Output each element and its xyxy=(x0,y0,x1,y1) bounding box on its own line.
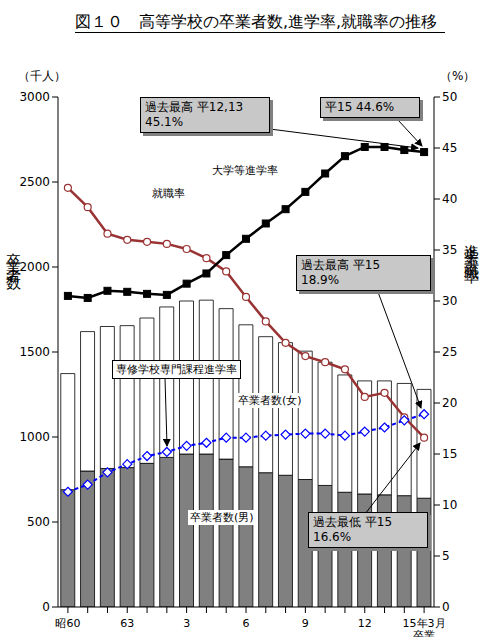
svg-text:500: 500 xyxy=(27,515,50,529)
svg-text:45: 45 xyxy=(442,141,457,155)
html-text:専修学校専門課程進学率: 専修学校専門課程進学率 xyxy=(116,363,237,376)
svg-text:15: 15 xyxy=(442,447,457,461)
svg-text:20: 20 xyxy=(442,396,457,410)
html-text:就職率: 就職率 xyxy=(152,187,185,200)
svg-text:40: 40 xyxy=(442,192,457,206)
svg-text:12: 12 xyxy=(358,617,372,630)
html-text:進学率・就職率: 進学率・就職率 xyxy=(463,232,481,260)
svg-text:2000: 2000 xyxy=(19,260,50,274)
html-text:平15 44.6%: 平15 44.6% xyxy=(325,100,395,114)
svg-text:30: 30 xyxy=(442,294,457,308)
svg-text:15年3月卒業: 15年3月卒業 xyxy=(403,617,446,637)
html-text:過去最高 平12,13 45.1%: 過去最高 平12,13 45.1% xyxy=(145,100,244,129)
html-text:卒業者数(男): 卒業者数(男) xyxy=(190,511,254,524)
svg-text:9: 9 xyxy=(302,617,309,630)
html-text:図１０ 高等学校の卒業者数,進学率,就職率の推移: 図１０ 高等学校の卒業者数,進学率,就職率の推移 xyxy=(75,12,438,31)
html-text:卒業者数(女): 卒業者数(女) xyxy=(238,394,302,407)
html-text:過去最低 平15 16.6%: 過去最低 平15 16.6% xyxy=(313,515,393,544)
html-text:過去最高 平15 18.9%: 過去最高 平15 18.9% xyxy=(301,258,381,287)
svg-text:3000: 3000 xyxy=(19,90,50,104)
html-text:卒業者数: 卒業者数 xyxy=(5,240,23,272)
svg-text:10: 10 xyxy=(442,498,457,512)
svg-text:25: 25 xyxy=(442,345,457,359)
svg-text:0: 0 xyxy=(42,600,50,614)
html-text:（千人）: （千人） xyxy=(18,69,66,83)
svg-text:50: 50 xyxy=(442,90,457,104)
svg-text:6: 6 xyxy=(243,617,250,630)
svg-text:昭60: 昭60 xyxy=(55,617,80,630)
svg-text:2500: 2500 xyxy=(19,175,50,189)
svg-text:63: 63 xyxy=(120,617,134,630)
svg-text:1000: 1000 xyxy=(19,430,50,444)
html-text:大学等進学率: 大学等進学率 xyxy=(212,164,278,177)
svg-text:1500: 1500 xyxy=(19,345,50,359)
svg-text:0: 0 xyxy=(442,600,450,614)
svg-text:5: 5 xyxy=(442,549,450,563)
svg-text:35: 35 xyxy=(442,243,457,257)
svg-text:3: 3 xyxy=(183,617,190,630)
